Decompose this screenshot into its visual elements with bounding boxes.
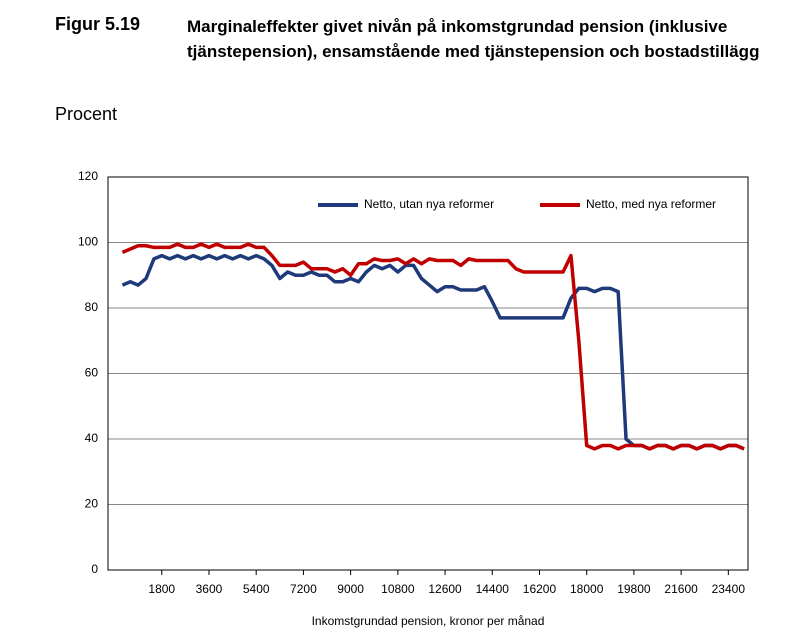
x-tick-label: 21600	[664, 582, 698, 596]
data-line	[121, 242, 745, 451]
x-tick-label: 14400	[476, 582, 510, 596]
x-tick-label: 7200	[290, 582, 317, 596]
x-tick-label: 19800	[617, 582, 651, 596]
data-line	[121, 253, 745, 451]
y-tick-label: 20	[85, 497, 99, 511]
legend-label: Netto, med nya reformer	[586, 197, 716, 211]
y-tick-label: 40	[85, 431, 99, 445]
y-tick-label: 100	[78, 235, 98, 249]
x-tick-label: 10800	[381, 582, 415, 596]
x-tick-label: 16200	[523, 582, 557, 596]
x-tick-label: 23400	[712, 582, 746, 596]
x-tick-label: 9000	[337, 582, 364, 596]
x-tick-label: 18000	[570, 582, 604, 596]
figure-label: Figur 5.19	[55, 14, 141, 34]
x-tick-label: 3600	[196, 582, 223, 596]
x-tick-label: 1800	[148, 582, 175, 596]
x-axis-label: Inkomstgrundad pension, kronor per månad	[312, 614, 545, 628]
y-tick-label: 60	[85, 366, 99, 380]
x-tick-label: 12600	[428, 582, 462, 596]
y-tick-label: 0	[91, 562, 98, 576]
y-axis-label: Procent	[55, 104, 118, 124]
chart-title: Marginaleffekter givet nivån på inkomstg…	[187, 17, 760, 61]
x-tick-label: 5400	[243, 582, 270, 596]
y-tick-label: 120	[78, 169, 98, 183]
legend-label: Netto, utan nya reformer	[364, 197, 494, 211]
y-tick-label: 80	[85, 300, 99, 314]
plot-frame	[107, 176, 749, 571]
